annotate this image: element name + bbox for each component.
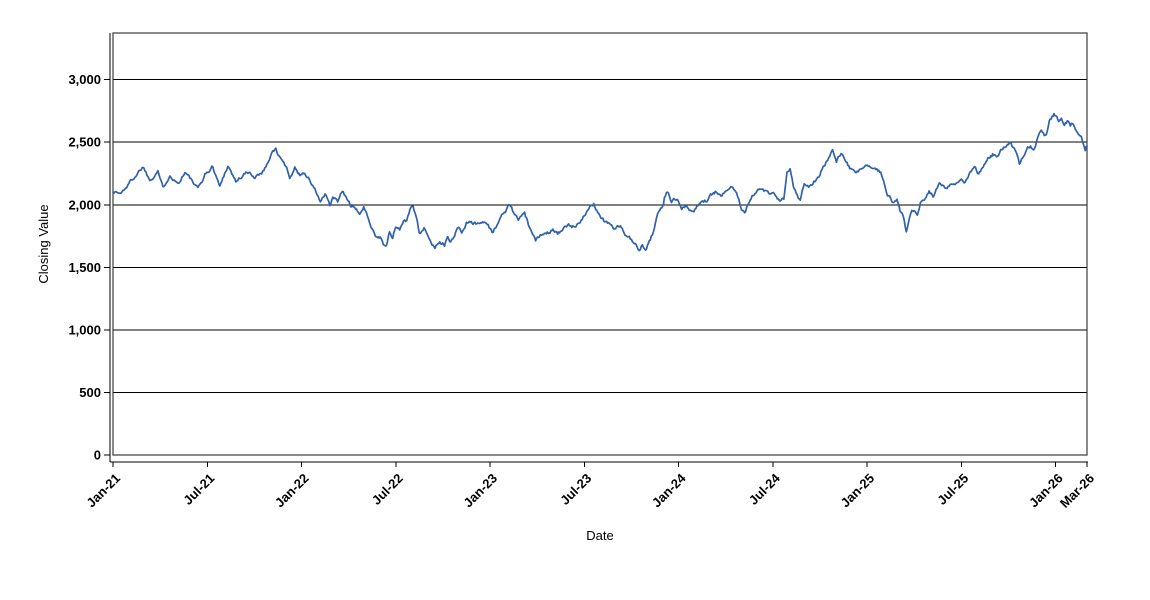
- plot-border: [112, 32, 1088, 456]
- x-tick-label: Mar-26: [1057, 471, 1097, 511]
- y-tick-label: 3,000: [68, 72, 101, 87]
- y-tick-label: 500: [79, 385, 101, 400]
- x-tick-label: Jul-24: [746, 470, 784, 508]
- x-tick-label: Jan-24: [649, 470, 689, 510]
- x-tick-label: Jul-21: [180, 471, 217, 508]
- y-axis-title: Closing Value: [36, 204, 51, 283]
- x-tick-label: Jan-25: [837, 471, 877, 511]
- series-line: [112, 112, 1088, 252]
- y-tick-label: 0: [94, 448, 101, 463]
- x-tick-label: Jan-22: [272, 471, 312, 511]
- y-tick-label: 2,000: [68, 197, 101, 212]
- axes: [104, 33, 1088, 467]
- x-tick-label: Jan-23: [460, 471, 500, 511]
- x-axis-title: Date: [586, 528, 613, 543]
- x-tick-label: Jul-23: [557, 471, 594, 508]
- gridlines: [113, 79, 1087, 393]
- x-tick-label: Jul-22: [369, 471, 406, 508]
- y-tick-label: 1,500: [68, 260, 101, 275]
- x-tick-label: Jul-25: [934, 471, 971, 508]
- tick-labels: 0 500 1,000 1,500 2,000 2,500 3,000 Jan-21 Jul-2…: [68, 72, 1097, 511]
- y-tick-label: 2,500: [68, 135, 101, 150]
- y-tick-label: 1,000: [68, 322, 101, 337]
- x-tick-label: Jan-21: [83, 471, 123, 511]
